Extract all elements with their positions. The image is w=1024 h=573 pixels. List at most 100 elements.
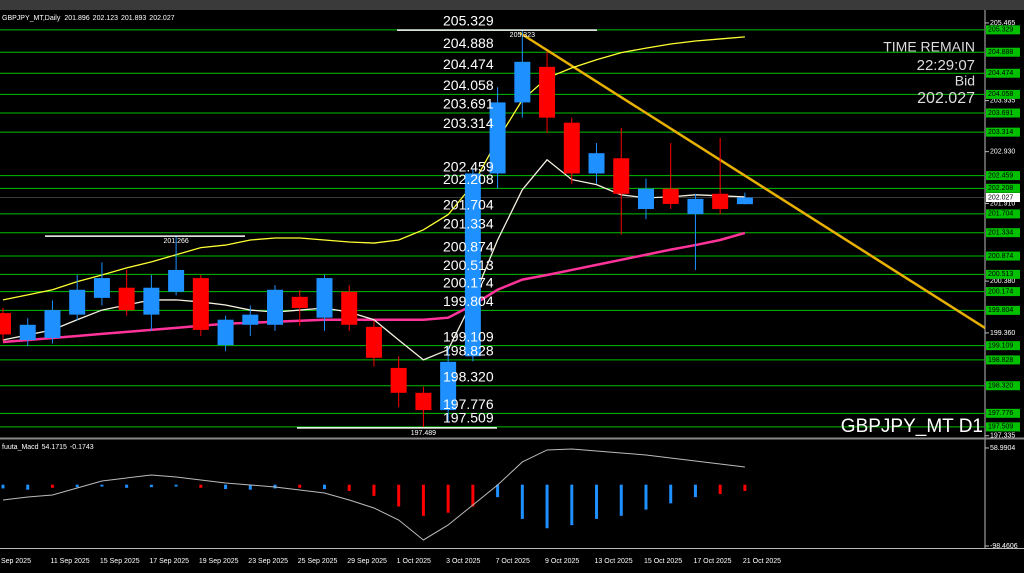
macd-bar: [669, 484, 673, 504]
candle-body: [440, 361, 457, 411]
level-axis-box: [986, 108, 1020, 118]
candle-body: [291, 296, 308, 309]
level-axis-label: 197.509: [988, 424, 1013, 431]
y-tick-label: 205.465: [990, 20, 1015, 27]
macd-bar: [570, 484, 574, 526]
macd-bar: [545, 484, 549, 529]
level-label: 197.776: [443, 396, 494, 412]
level-axis-box: [986, 68, 1020, 78]
extreme-label: 201.266: [163, 238, 188, 245]
window-title-bar: [0, 0, 1024, 10]
macd-bar: [100, 484, 104, 487]
candle-body: [514, 61, 531, 103]
x-tick-label: 25 Sep 2025: [298, 558, 338, 565]
level-axis-label: 202.208: [988, 185, 1013, 192]
level-axis-label: 205.329: [988, 27, 1013, 34]
macd-bar: [174, 484, 178, 487]
candle-body: [44, 310, 61, 338]
macd-bar: [471, 484, 475, 507]
candle-body: [563, 122, 580, 174]
level-label: 198.320: [443, 368, 494, 384]
bid-label: Bid: [955, 73, 975, 89]
candle-body: [390, 367, 407, 393]
macd-bar: [248, 484, 252, 490]
candle-body: [365, 326, 382, 358]
level-axis-box: [986, 25, 1020, 35]
candle-body: [687, 198, 704, 215]
trend-line: [519, 31, 985, 330]
level-axis-label: 200.174: [988, 288, 1013, 295]
level-axis-label: 204.058: [988, 91, 1013, 98]
level-axis-label: 200.874: [988, 253, 1013, 260]
macd-bar: [718, 484, 722, 495]
last-low: 201.893: [121, 15, 146, 22]
y-tick-label: 201.910: [990, 200, 1015, 207]
level-label: 202.208: [443, 171, 494, 187]
x-tick-label: 17 Sep 2025: [149, 558, 189, 565]
timer-value: 22:29:07: [917, 57, 975, 74]
last-close: 202.027: [149, 15, 174, 22]
level-axis-box: [986, 305, 1020, 315]
bid-box: [986, 193, 1020, 203]
macd-line: [2, 448, 745, 541]
level-axis-box: [986, 89, 1020, 99]
extreme-label: 205.323: [510, 32, 535, 39]
y-tick-label: 202.930: [990, 149, 1015, 156]
level-label: 200.513: [443, 257, 494, 273]
level-axis-box: [986, 422, 1020, 432]
x-tick-label: 29 Sep 2025: [347, 558, 387, 565]
level-axis-box: [986, 47, 1020, 57]
x-tick-label: 11 Sep 2025: [50, 558, 89, 565]
macd-bar: [125, 484, 129, 488]
candle-body: [464, 173, 481, 357]
level-axis-box: [986, 228, 1020, 238]
macd-bar: [50, 484, 54, 488]
candle-body: [736, 197, 753, 205]
macd-bar: [644, 484, 648, 510]
macd-main: 54.1715: [42, 444, 67, 451]
level-axis-box: [986, 127, 1020, 137]
last-high: 202.123: [93, 15, 118, 22]
level-axis-box: [986, 251, 1020, 261]
macd-signal: -0.1743: [70, 444, 94, 451]
level-axis-label: 200.513: [988, 271, 1013, 278]
level-axis-label: 203.691: [988, 110, 1013, 117]
level-label: 199.804: [443, 293, 494, 309]
symbol-header: GBPJPY_MT,Daily 201.896 202.123 201.893 202.…: [2, 15, 175, 22]
candle-body: [341, 291, 358, 325]
level-axis-label: 201.334: [988, 230, 1013, 237]
x-tick-label: 13 Oct 2025: [595, 558, 633, 565]
macd-bar: [595, 484, 599, 519]
level-label: 205.329: [443, 13, 494, 29]
level-label: 204.474: [443, 56, 494, 72]
level-axis-label: 204.888: [988, 49, 1013, 56]
candle-body: [712, 193, 729, 210]
level-axis-box: [986, 269, 1020, 279]
level-label: 204.888: [443, 35, 494, 51]
candle-body: [118, 287, 135, 311]
candle-body: [192, 278, 209, 330]
candle-body: [415, 392, 432, 411]
candle-body: [93, 278, 110, 298]
macd-bar: [372, 484, 376, 496]
symbol-name: GBPJPY_MT,Daily: [2, 15, 61, 22]
x-tick-label: 1 Oct 2025: [397, 558, 431, 565]
candle-body: [489, 102, 506, 174]
candle-body: [662, 188, 679, 204]
macd-tick-label: 58.9904: [990, 445, 1015, 452]
candle-body: [0, 313, 11, 335]
candle-body: [613, 158, 630, 194]
level-axis-label: 197.776: [988, 410, 1013, 417]
macd-bar: [743, 484, 747, 491]
x-tick-label: Sep 2025: [1, 558, 31, 565]
level-axis-box: [986, 355, 1020, 365]
level-label: 199.109: [443, 328, 494, 344]
y-tick-label: 203.935: [990, 97, 1015, 104]
candle-body: [143, 287, 160, 315]
extreme-label: 197.489: [411, 430, 436, 437]
x-tick-label: 9 Oct 2025: [545, 558, 579, 565]
bid-axis-label: 202.027: [988, 194, 1013, 201]
candle-body: [539, 66, 556, 118]
level-axis-box: [986, 209, 1020, 219]
